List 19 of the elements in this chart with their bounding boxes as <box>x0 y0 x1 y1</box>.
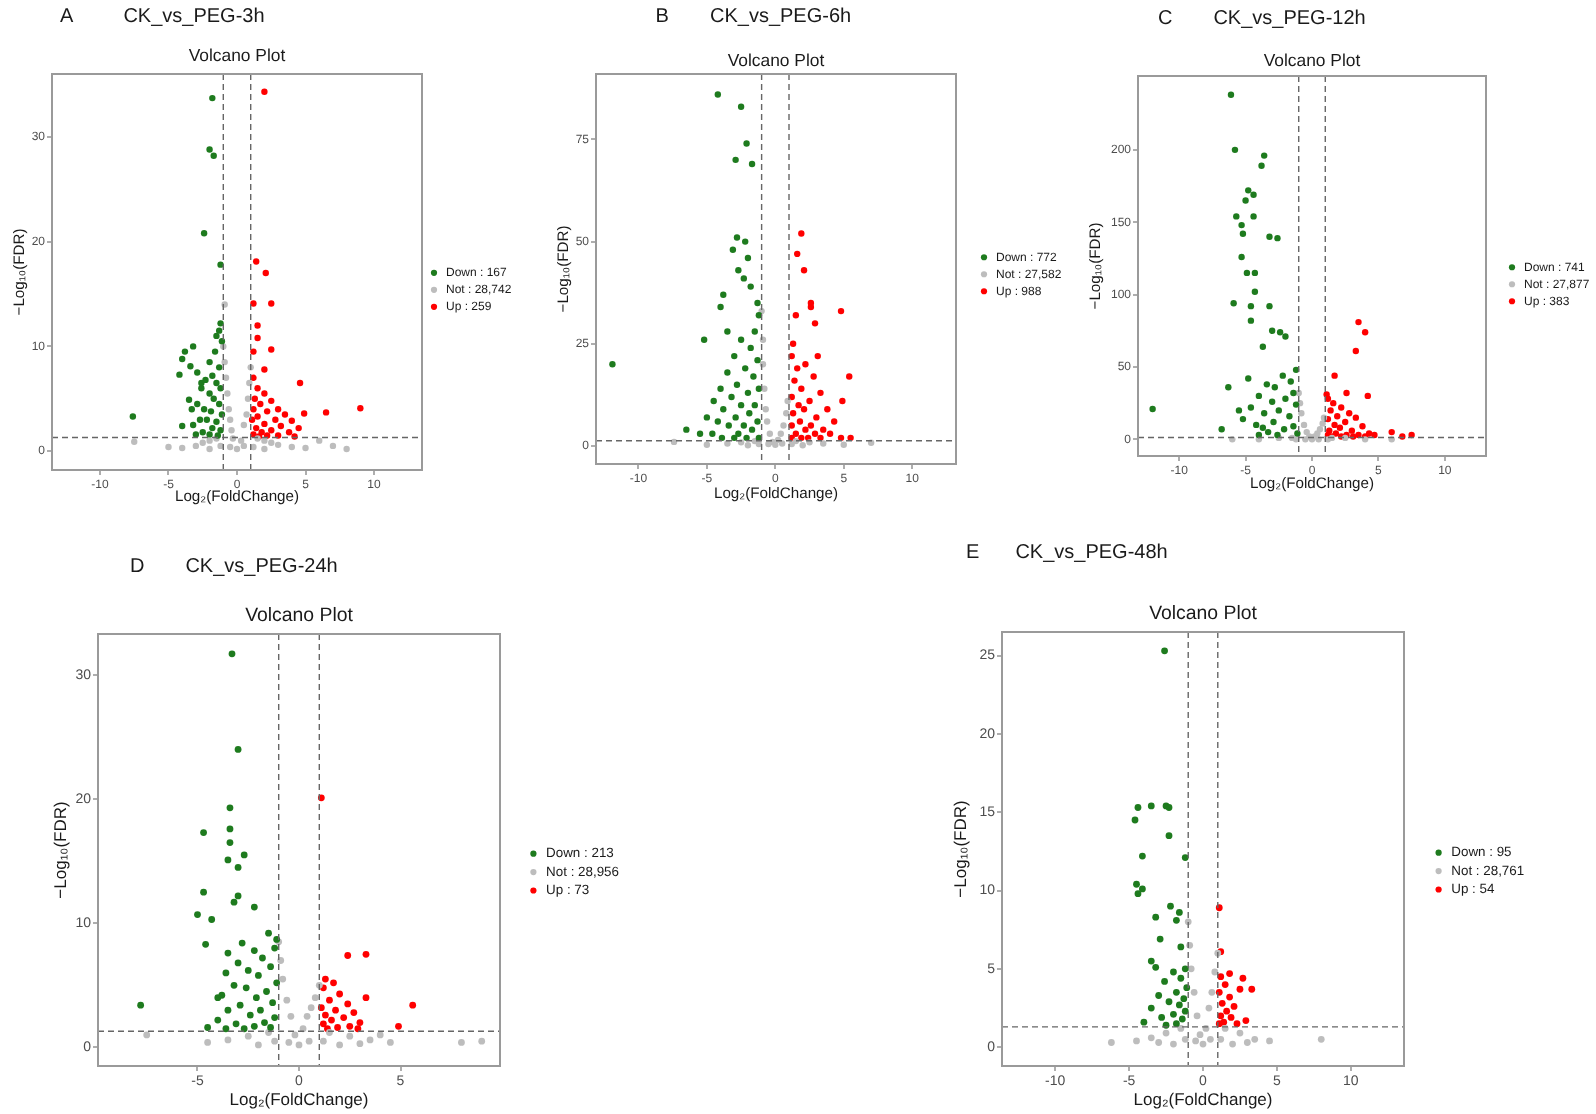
text: B <box>655 6 669 30</box>
x-axis-title: Log₂(FoldChange) <box>229 1088 369 1109</box>
text: C <box>1158 8 1173 32</box>
x-axis-title: Log₂(FoldChange) <box>1133 1088 1273 1109</box>
chart-subtitle: Volcano Plot <box>1263 50 1362 71</box>
chart-subtitle: Volcano Plot <box>727 50 826 71</box>
chart-title: CK_vs_PEG-12h <box>1213 8 1366 32</box>
chart-title: CK_vs_PEG-3h <box>123 6 265 30</box>
chart-title: CK_vs_PEG-24h <box>185 556 338 580</box>
text: A <box>60 6 74 30</box>
chart-subtitle: Volcano Plot <box>188 44 287 65</box>
text: E <box>966 542 980 567</box>
y-axis-title: −Log₁₀(FDR) <box>950 799 971 898</box>
chart-subtitle: Volcano Plot <box>1149 602 1258 625</box>
chart-title: CK_vs_PEG-6h <box>710 6 852 30</box>
text: D <box>130 556 145 580</box>
chart-title: CK_vs_PEG-48h <box>1015 542 1168 567</box>
chart-subtitle: Volcano Plot <box>245 604 354 627</box>
y-axis-title: −Log₁₀(FDR) <box>50 800 71 899</box>
